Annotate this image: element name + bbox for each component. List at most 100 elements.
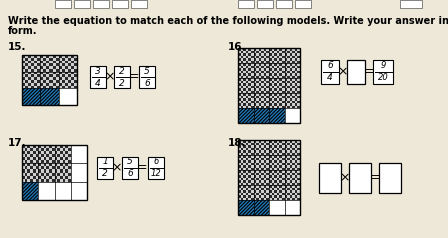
Bar xyxy=(295,178,297,180)
Bar xyxy=(258,160,261,163)
Bar xyxy=(269,80,271,83)
Bar xyxy=(297,173,300,175)
Bar xyxy=(290,173,292,175)
Bar xyxy=(269,193,271,195)
Bar xyxy=(25,154,27,157)
Bar xyxy=(287,65,290,68)
Bar xyxy=(284,98,287,100)
Bar xyxy=(238,185,241,188)
Bar xyxy=(43,63,47,66)
Bar xyxy=(254,95,256,98)
Bar xyxy=(43,83,47,85)
Bar xyxy=(277,63,280,65)
Bar xyxy=(56,80,59,83)
Bar xyxy=(274,98,277,100)
Bar xyxy=(33,154,35,157)
Bar xyxy=(267,163,269,165)
Bar xyxy=(271,190,274,193)
Text: 18.: 18. xyxy=(228,138,246,148)
Bar xyxy=(261,73,264,75)
Bar xyxy=(277,65,280,68)
Bar xyxy=(254,103,256,105)
Bar xyxy=(47,85,49,88)
Bar xyxy=(256,60,258,63)
Bar xyxy=(295,85,297,88)
Bar xyxy=(261,53,264,55)
Bar xyxy=(49,160,52,163)
Bar xyxy=(292,88,295,90)
Bar xyxy=(292,103,295,105)
Bar xyxy=(55,154,57,157)
Bar xyxy=(297,50,300,53)
Bar xyxy=(243,85,246,88)
Bar xyxy=(290,193,292,195)
Bar xyxy=(258,140,261,143)
Bar xyxy=(243,55,246,58)
Bar xyxy=(25,77,28,80)
Bar xyxy=(59,80,62,83)
Bar xyxy=(258,178,261,180)
Bar xyxy=(254,90,256,93)
Bar xyxy=(267,48,269,50)
Bar xyxy=(238,140,300,215)
Bar xyxy=(269,158,271,160)
Bar xyxy=(280,198,282,200)
Bar xyxy=(256,193,258,195)
Bar xyxy=(251,83,254,85)
Bar xyxy=(47,66,49,69)
Bar xyxy=(290,68,292,70)
Bar xyxy=(284,160,287,163)
Bar xyxy=(256,73,258,75)
Bar xyxy=(256,100,258,103)
Bar xyxy=(271,163,274,165)
Bar xyxy=(241,65,243,68)
Bar xyxy=(254,48,256,50)
Bar xyxy=(297,150,300,153)
Bar xyxy=(35,178,38,182)
Bar xyxy=(261,178,264,180)
Bar xyxy=(246,105,248,108)
Bar xyxy=(271,88,274,90)
Bar xyxy=(25,148,27,151)
Bar xyxy=(65,80,68,83)
Bar xyxy=(297,158,300,160)
Bar xyxy=(282,163,284,165)
Bar xyxy=(254,180,256,183)
Bar xyxy=(63,145,65,148)
Bar xyxy=(277,95,280,98)
Bar xyxy=(264,190,267,193)
Bar xyxy=(290,103,292,105)
Bar xyxy=(47,148,49,151)
Bar xyxy=(280,75,282,78)
Bar xyxy=(248,180,251,183)
Bar xyxy=(292,58,295,60)
Bar xyxy=(271,183,274,185)
Bar xyxy=(30,157,33,160)
Bar xyxy=(56,55,59,58)
Bar xyxy=(280,178,282,180)
Bar xyxy=(238,148,241,150)
Bar xyxy=(52,157,55,160)
Bar xyxy=(284,195,287,198)
Bar xyxy=(297,78,300,80)
Bar xyxy=(40,55,43,58)
Bar xyxy=(267,198,269,200)
Bar xyxy=(241,70,243,73)
Bar xyxy=(251,58,254,60)
Bar xyxy=(282,145,284,148)
Bar xyxy=(256,175,258,178)
Bar xyxy=(243,58,246,60)
Bar xyxy=(28,85,31,88)
Bar xyxy=(65,58,68,60)
Bar xyxy=(295,153,297,155)
Bar xyxy=(282,195,284,198)
Bar xyxy=(267,60,269,63)
Bar xyxy=(35,173,38,176)
Bar xyxy=(40,88,59,105)
Bar xyxy=(284,180,287,183)
Bar xyxy=(60,166,63,169)
Bar xyxy=(246,80,248,83)
Bar xyxy=(74,77,77,80)
Bar xyxy=(256,155,258,158)
Bar xyxy=(57,145,60,148)
